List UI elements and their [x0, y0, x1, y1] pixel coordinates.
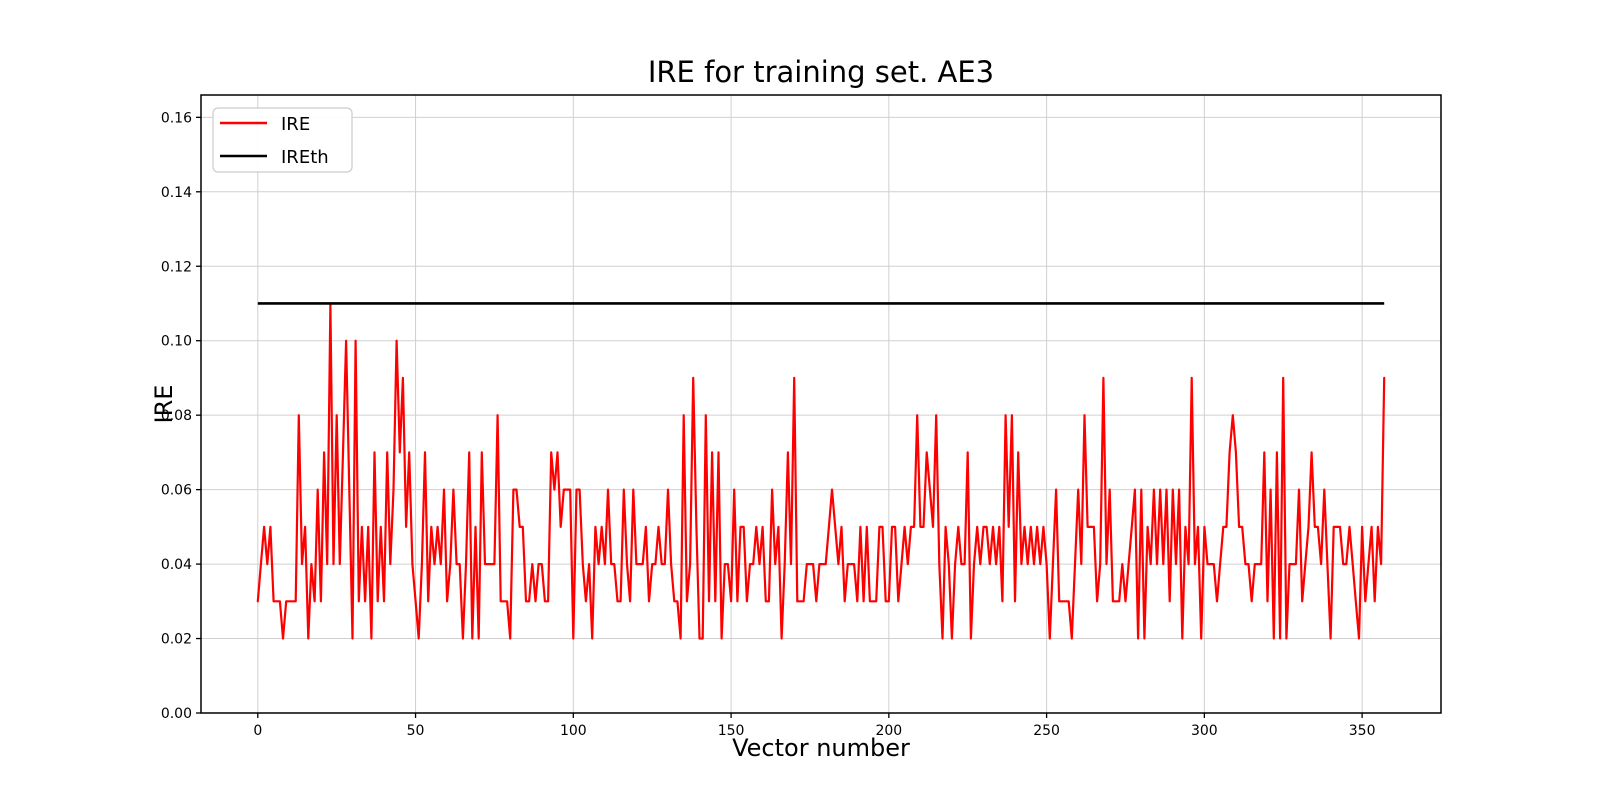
x-tick-label: 350 [1349, 723, 1376, 739]
y-tick-label: 0.04 [161, 557, 192, 573]
data-series [256, 302, 1386, 640]
x-tick-label: 0 [253, 723, 262, 739]
axis-ticks: 0 50 100 150 200 250 300 350 0.00 0.02 0.04 0.06 0.0… [161, 110, 1376, 739]
legend: IRE IREth [212, 107, 353, 173]
y-tick-label: 0.12 [161, 259, 192, 275]
x-tick-label: 50 [407, 723, 425, 739]
legend-label-ireth: IREth [281, 147, 329, 168]
x-axis-label: Vector number [732, 734, 910, 762]
y-tick-label: 0.06 [161, 483, 192, 499]
gridlines [201, 95, 1441, 714]
x-tick-label: 200 [875, 723, 902, 739]
x-tick-label: 100 [560, 723, 587, 739]
ire-line [256, 302, 1386, 640]
y-tick-label: 0.00 [161, 706, 192, 722]
x-tick-label: 250 [1033, 723, 1060, 739]
chart-title: IRE for training set. AE3 [648, 55, 994, 89]
y-tick-label: 0.10 [161, 334, 192, 350]
y-tick-label: 0.14 [161, 185, 192, 201]
x-tick-label: 150 [718, 723, 745, 739]
y-tick-label: 0.02 [161, 632, 192, 648]
plot-frame [200, 94, 1442, 714]
y-tick-label: 0.08 [161, 408, 192, 424]
y-axis-label: IRE [150, 385, 178, 424]
y-tick-label: 0.16 [161, 110, 192, 126]
x-tick-label: 300 [1191, 723, 1218, 739]
legend-label-ire: IRE [281, 114, 310, 135]
